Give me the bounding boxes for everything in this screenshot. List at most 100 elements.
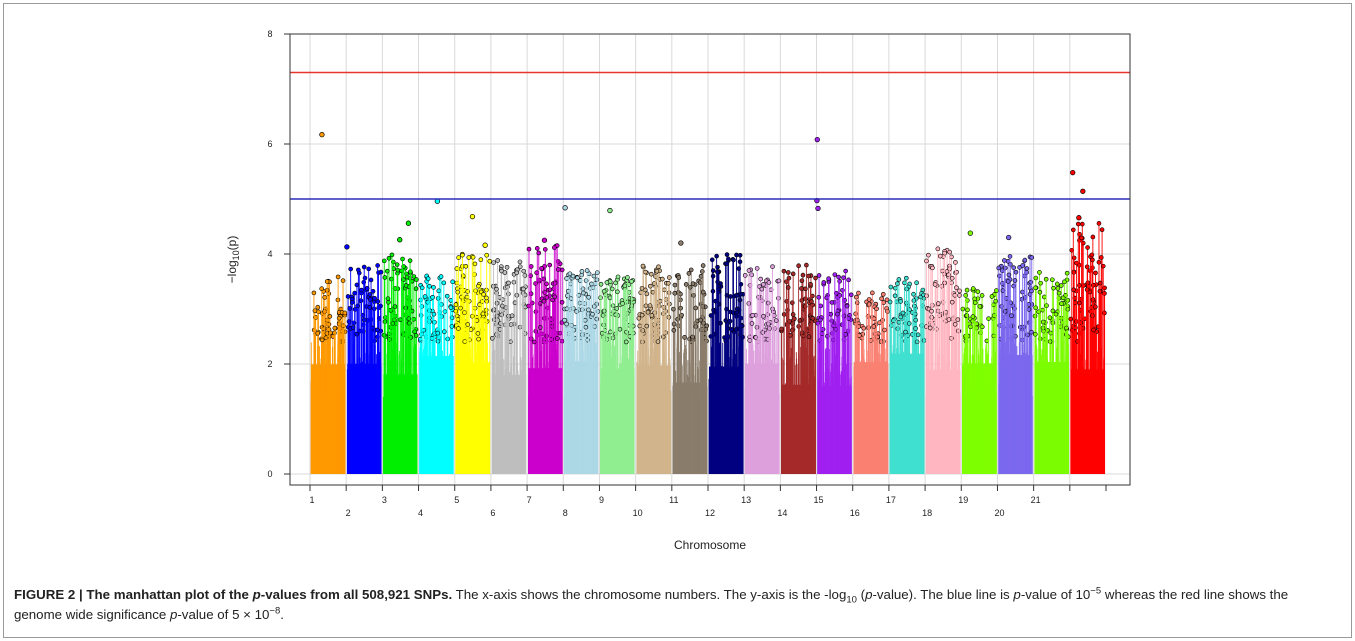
snp-point — [737, 252, 743, 258]
snp-point — [624, 329, 629, 335]
snp-point — [1058, 283, 1064, 288]
snp-point — [937, 253, 943, 259]
snp-point — [478, 257, 484, 262]
snp-point — [929, 308, 934, 314]
top-snp-point — [815, 205, 821, 212]
snp-point — [723, 318, 729, 323]
snp-point — [355, 303, 360, 309]
snp-point — [514, 270, 520, 276]
snp-point — [733, 327, 739, 332]
snp-point — [528, 264, 534, 269]
snp-point — [804, 262, 809, 268]
snp-point — [952, 321, 958, 327]
snp-point — [785, 270, 791, 275]
top-snp-point — [469, 213, 476, 220]
snp-point — [639, 312, 645, 318]
snp-point — [861, 325, 867, 331]
snp-point — [607, 295, 613, 301]
snp-point — [656, 264, 661, 270]
top-snp-point — [1006, 234, 1012, 241]
snp-point — [528, 291, 534, 296]
y-tick-label: 0 — [267, 469, 272, 479]
snp-point — [614, 306, 620, 311]
snp-point — [761, 282, 766, 287]
snp-point — [790, 271, 796, 277]
snp-point — [506, 280, 511, 286]
snp-point — [1085, 245, 1090, 250]
x-tick-label-21: 21 — [1031, 495, 1041, 505]
snp-point — [738, 281, 744, 287]
chromosome-5-points — [453, 251, 493, 474]
chromosome-21-points — [1032, 270, 1071, 474]
snp-points — [310, 131, 1107, 474]
snp-point — [731, 257, 736, 263]
snp-point — [924, 258, 929, 264]
snp-point — [1020, 263, 1025, 268]
snp-point — [857, 333, 862, 338]
snp-point — [315, 330, 321, 336]
snp-point — [347, 306, 353, 311]
chromosome-19-points — [960, 286, 999, 474]
snp-point — [776, 278, 782, 284]
snp-point — [810, 315, 816, 321]
snp-point — [843, 332, 848, 337]
snp-point — [577, 300, 583, 306]
snp-point — [364, 286, 370, 291]
snp-point — [395, 267, 401, 273]
snp-point — [438, 274, 444, 279]
snp-point — [871, 316, 877, 321]
snp-point — [836, 274, 841, 280]
snp-point — [710, 273, 716, 279]
snp-point — [1029, 288, 1034, 294]
snp-point — [375, 299, 381, 304]
snp-point — [754, 266, 760, 271]
snp-point — [913, 317, 919, 323]
snp-point — [534, 246, 540, 251]
snp-point — [453, 302, 459, 307]
snp-point — [690, 281, 696, 286]
x-tick-label-11: 11 — [669, 495, 678, 505]
x-tick-label-16: 16 — [850, 508, 860, 518]
snp-point — [972, 296, 978, 302]
snp-point — [964, 313, 970, 318]
snp-point — [930, 265, 935, 271]
snp-point — [1056, 290, 1062, 296]
top-snp-point — [405, 220, 412, 226]
snp-point — [557, 330, 563, 336]
snp-point — [1033, 331, 1038, 337]
chromosome-16-points — [852, 290, 890, 474]
snp-point — [1040, 319, 1046, 325]
snp-point — [979, 293, 985, 298]
snp-point — [887, 299, 893, 305]
snp-point — [1011, 265, 1016, 270]
snp-point — [544, 295, 550, 300]
snp-point — [346, 319, 352, 324]
snp-point — [552, 280, 558, 286]
snp-point — [366, 266, 372, 272]
x-tick-label-18: 18 — [922, 508, 932, 518]
snp-point — [1099, 227, 1105, 233]
top-snp-point — [319, 131, 325, 138]
top-snp-point — [541, 237, 548, 243]
snp-point — [484, 252, 489, 258]
snp-point — [448, 298, 454, 303]
snp-point — [490, 335, 495, 341]
snp-point — [460, 252, 465, 258]
snp-point — [463, 263, 469, 269]
snp-point — [475, 331, 481, 336]
snp-point — [407, 258, 413, 263]
snp-point — [875, 334, 880, 340]
snp-point — [808, 281, 813, 287]
snp-point — [1091, 327, 1096, 333]
snp-point — [1033, 285, 1038, 291]
snp-point — [375, 327, 380, 333]
snp-point — [957, 293, 962, 298]
snp-point — [986, 316, 991, 321]
snp-point — [766, 280, 772, 285]
snp-point — [728, 294, 733, 299]
snp-point — [691, 293, 696, 298]
snp-point — [648, 271, 654, 277]
snp-point — [975, 289, 981, 294]
